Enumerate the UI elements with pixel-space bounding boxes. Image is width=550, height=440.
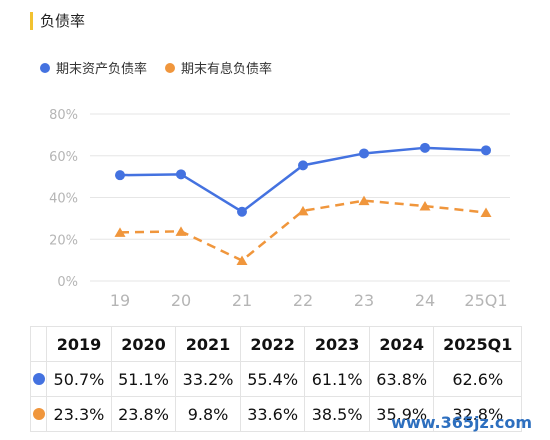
- legend-item-interest-debt: 期末有息负债率: [165, 58, 272, 77]
- table-cell: 23.8%: [110, 396, 177, 432]
- data-point: [420, 142, 430, 153]
- y-tick-label: 80%: [49, 108, 78, 123]
- row-marker-cell: [29, 396, 48, 432]
- legend-item-asset-debt: 期末资产负债率: [40, 58, 147, 77]
- legend-label-asset-debt: 期末资产负债率: [56, 62, 148, 77]
- data-point: [359, 148, 369, 159]
- table-cell: 35.9%: [368, 396, 435, 432]
- data-point: [115, 170, 125, 181]
- data-point: [236, 255, 248, 266]
- table-header-cell: 2023: [304, 326, 370, 362]
- data-point: [481, 145, 491, 156]
- watermark: www.365jz.com: [391, 413, 532, 432]
- table-cell: 50.7%: [46, 361, 112, 397]
- chart-title: 负债率: [40, 12, 86, 30]
- y-tick-label: 60%: [49, 150, 78, 165]
- data-point: [175, 226, 187, 236]
- table-header-cell: 2022: [239, 326, 306, 362]
- x-tick-label: 23: [354, 291, 374, 310]
- line-chart: 0% 20% 40% 60% 80% 19 20 21 22 23 24 25Q1: [49, 108, 510, 310]
- row-marker-orange-icon: [32, 407, 45, 420]
- data-point: [114, 227, 126, 237]
- x-tick-label: 22: [293, 291, 313, 310]
- x-tick-label: 24: [415, 291, 435, 310]
- legend-marker-blue-icon: [40, 62, 50, 73]
- table-corner-cell: [29, 326, 48, 362]
- table-cell: 9.8%: [175, 396, 241, 432]
- table-header-cell: 2025Q1: [433, 326, 522, 362]
- x-tick-label: 19: [110, 291, 130, 310]
- series-line-1: [119, 146, 487, 214]
- y-tick-label: 20%: [49, 233, 78, 248]
- y-tick-label: 40%: [49, 192, 78, 207]
- row-marker-blue-icon: [32, 372, 45, 385]
- x-tick-label: 20: [171, 291, 191, 310]
- table-cell: 61.1%: [304, 361, 370, 397]
- data-point: [419, 201, 431, 211]
- data-point: [237, 206, 247, 217]
- x-tick-label: 25Q1: [464, 291, 507, 310]
- y-tick-label: 0%: [57, 275, 78, 290]
- table-header-cell: 2021: [175, 326, 241, 362]
- table-cell: 33.6%: [239, 396, 306, 432]
- legend-marker-orange-icon: [165, 62, 176, 73]
- data-table: 2019 2020 2021 2022 2023 2024 2025Q1 50.…: [29, 326, 522, 432]
- table-cell: 62.6%: [433, 361, 522, 397]
- table-row-interest-debt: 23.3% 23.8% 9.8% 33.6% 38.5% 35.9% 32.8%: [29, 396, 522, 432]
- data-point: [298, 160, 308, 171]
- x-tick-label: 21: [232, 291, 252, 310]
- row-marker-cell: [29, 361, 48, 397]
- table-cell: 51.1%: [110, 361, 177, 397]
- table-cell: 63.8%: [368, 361, 435, 397]
- table-header-cell: 2020: [110, 326, 177, 362]
- data-point: [297, 205, 309, 216]
- table-header-cell: 2019: [46, 326, 112, 362]
- title-accent-bar: [30, 12, 33, 30]
- table-row-asset-debt: 50.7% 51.1% 33.2% 55.4% 61.1% 63.8% 62.6…: [29, 361, 522, 397]
- legend: 期末资产负债率 期末有息负债率: [40, 58, 272, 77]
- legend-label-interest-debt: 期末有息负债率: [181, 62, 273, 77]
- table-cell: 38.5%: [304, 396, 370, 432]
- table-header-cell: 2024: [368, 326, 435, 362]
- table-header-row: 2019 2020 2021 2022 2023 2024 2025Q1: [29, 326, 522, 362]
- table-cell: 33.2%: [175, 361, 241, 397]
- data-point: [176, 169, 186, 180]
- table-cell: 23.3%: [46, 396, 112, 432]
- table-cell: 55.4%: [239, 361, 306, 397]
- data-point: [358, 195, 370, 206]
- table-cell: 32.8%: [433, 396, 522, 432]
- data-point: [480, 207, 492, 218]
